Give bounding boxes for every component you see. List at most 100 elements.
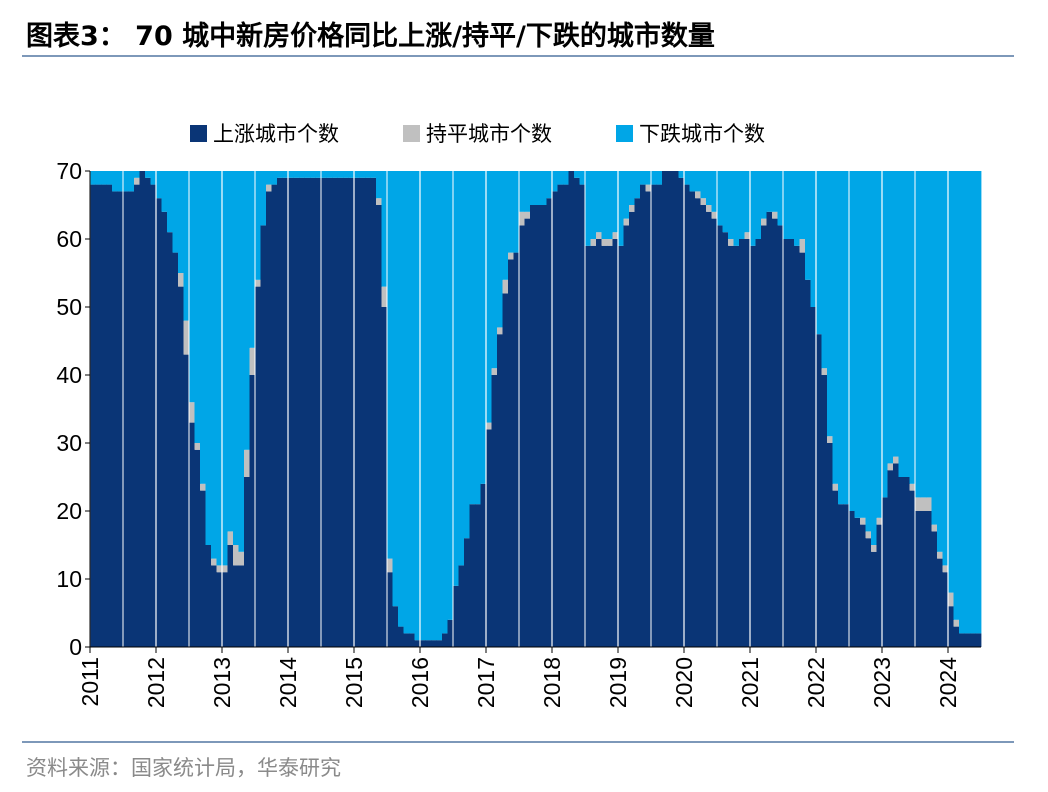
bar-segment-2 <box>491 171 498 369</box>
bar-segment-1 <box>519 211 525 226</box>
y-tick-label: 40 <box>56 362 82 388</box>
bar-segment-2 <box>761 171 767 219</box>
bar-segment-0 <box>337 177 344 648</box>
bar-segment-2 <box>832 171 839 484</box>
bar-segment-0 <box>211 565 217 647</box>
bar-segment-2 <box>816 171 822 335</box>
bar-segment-0 <box>876 524 883 647</box>
bar-segment-2 <box>827 171 833 437</box>
bar-segment-0 <box>975 633 982 647</box>
x-tick-label: 2014 <box>275 657 301 708</box>
bar-segment-2 <box>634 171 641 199</box>
bar-segment-1 <box>211 558 217 566</box>
bar-segment-2 <box>931 171 938 525</box>
bar-segment-2 <box>288 171 294 178</box>
bar-segment-0 <box>937 558 943 647</box>
bar-segment-0 <box>431 640 437 647</box>
bar-segment-1 <box>233 545 239 566</box>
bar-segment-0 <box>827 443 833 647</box>
bar-segment-0 <box>475 504 481 647</box>
bar-segment-2 <box>222 171 228 566</box>
bar-segment-2 <box>134 171 140 178</box>
bar-segment-0 <box>568 171 575 647</box>
bar-segment-2 <box>513 171 520 253</box>
bar-segment-1 <box>876 517 883 525</box>
bar-segment-0 <box>491 375 498 647</box>
bar-segment-1 <box>524 211 531 219</box>
bar-segment-2 <box>915 171 921 498</box>
bar-segment-1 <box>255 279 261 287</box>
bar-segment-0 <box>854 517 861 647</box>
bar-segment-2 <box>475 171 481 505</box>
bar-segment-0 <box>744 239 751 647</box>
x-tick-label: 2023 <box>869 657 895 708</box>
x-tick-label: 2013 <box>209 657 235 708</box>
bar-segment-0 <box>711 218 718 647</box>
bar-segment-1 <box>194 443 201 450</box>
bar-segment-2 <box>304 171 311 178</box>
bar-segment-1 <box>216 565 223 573</box>
bar-segment-0 <box>117 191 124 647</box>
x-tick-label: 2021 <box>737 657 763 708</box>
bar-segment-0 <box>607 245 613 648</box>
chart-legend: 上涨城市个数 持平城市个数 下跌城市个数 <box>190 118 829 148</box>
bar-segment-0 <box>761 225 767 647</box>
bar-segment-1 <box>953 619 960 627</box>
bar-segment-2 <box>376 171 382 199</box>
bar-segment-2 <box>453 171 459 586</box>
bar-segment-0 <box>332 177 338 648</box>
x-tick-label: 2011 <box>77 657 103 706</box>
bar-segment-0 <box>453 585 459 647</box>
bar-segment-2 <box>689 171 696 192</box>
bar-segment-2 <box>315 171 322 178</box>
bar-segment-2 <box>623 171 630 219</box>
bar-segment-0 <box>541 205 547 647</box>
bar-segment-2 <box>409 171 415 634</box>
bar-segment-0 <box>832 490 839 647</box>
bar-segment-2 <box>486 171 492 423</box>
bar-segment-0 <box>255 286 261 647</box>
bar-segment-0 <box>623 225 630 647</box>
bar-segment-0 <box>898 477 905 647</box>
bar-segment-2 <box>684 171 690 185</box>
bar-segment-1 <box>799 239 806 253</box>
bar-segment-2 <box>260 171 267 226</box>
bar-segment-2 <box>700 171 707 199</box>
bar-segment-2 <box>255 171 261 280</box>
bar-segment-0 <box>783 239 789 647</box>
bar-segment-1 <box>387 558 393 573</box>
bar-segment-1 <box>607 239 613 246</box>
bar-segment-1 <box>244 449 250 477</box>
bar-segment-0 <box>293 177 300 648</box>
bar-segment-2 <box>640 171 646 185</box>
bar-segment-1 <box>860 517 866 525</box>
bar-segment-0 <box>618 245 624 648</box>
x-tick-label: 2020 <box>671 657 697 708</box>
bar-segment-0 <box>904 477 910 647</box>
bar-segment-0 <box>172 252 179 647</box>
bar-segment-0 <box>909 490 916 647</box>
bar-segment-2 <box>557 171 564 185</box>
bar-segment-0 <box>392 606 399 647</box>
bar-segment-2 <box>695 171 701 192</box>
bar-segment-0 <box>150 184 157 647</box>
bar-segment-0 <box>222 572 228 647</box>
bar-segment-0 <box>700 205 707 647</box>
bar-segment-0 <box>387 572 393 647</box>
bar-segment-2 <box>178 171 184 273</box>
legend-item-flat: 持平城市个数 <box>403 118 552 148</box>
bar-segment-2 <box>106 171 113 185</box>
bar-segment-0 <box>227 545 234 647</box>
bar-segment-2 <box>145 171 151 178</box>
bar-segment-2 <box>876 171 883 518</box>
bar-segment-0 <box>887 470 894 647</box>
x-tick-label: 2024 <box>935 657 961 708</box>
legend-label-up: 上涨城市个数 <box>213 122 339 146</box>
bar-segment-0 <box>277 177 283 648</box>
bar-segment-2 <box>519 171 525 212</box>
bar-segment-2 <box>893 171 899 457</box>
bar-segment-2 <box>167 171 173 233</box>
bar-segment-1 <box>645 184 652 192</box>
bar-segment-1 <box>629 205 635 212</box>
bar-segment-1 <box>909 483 916 491</box>
